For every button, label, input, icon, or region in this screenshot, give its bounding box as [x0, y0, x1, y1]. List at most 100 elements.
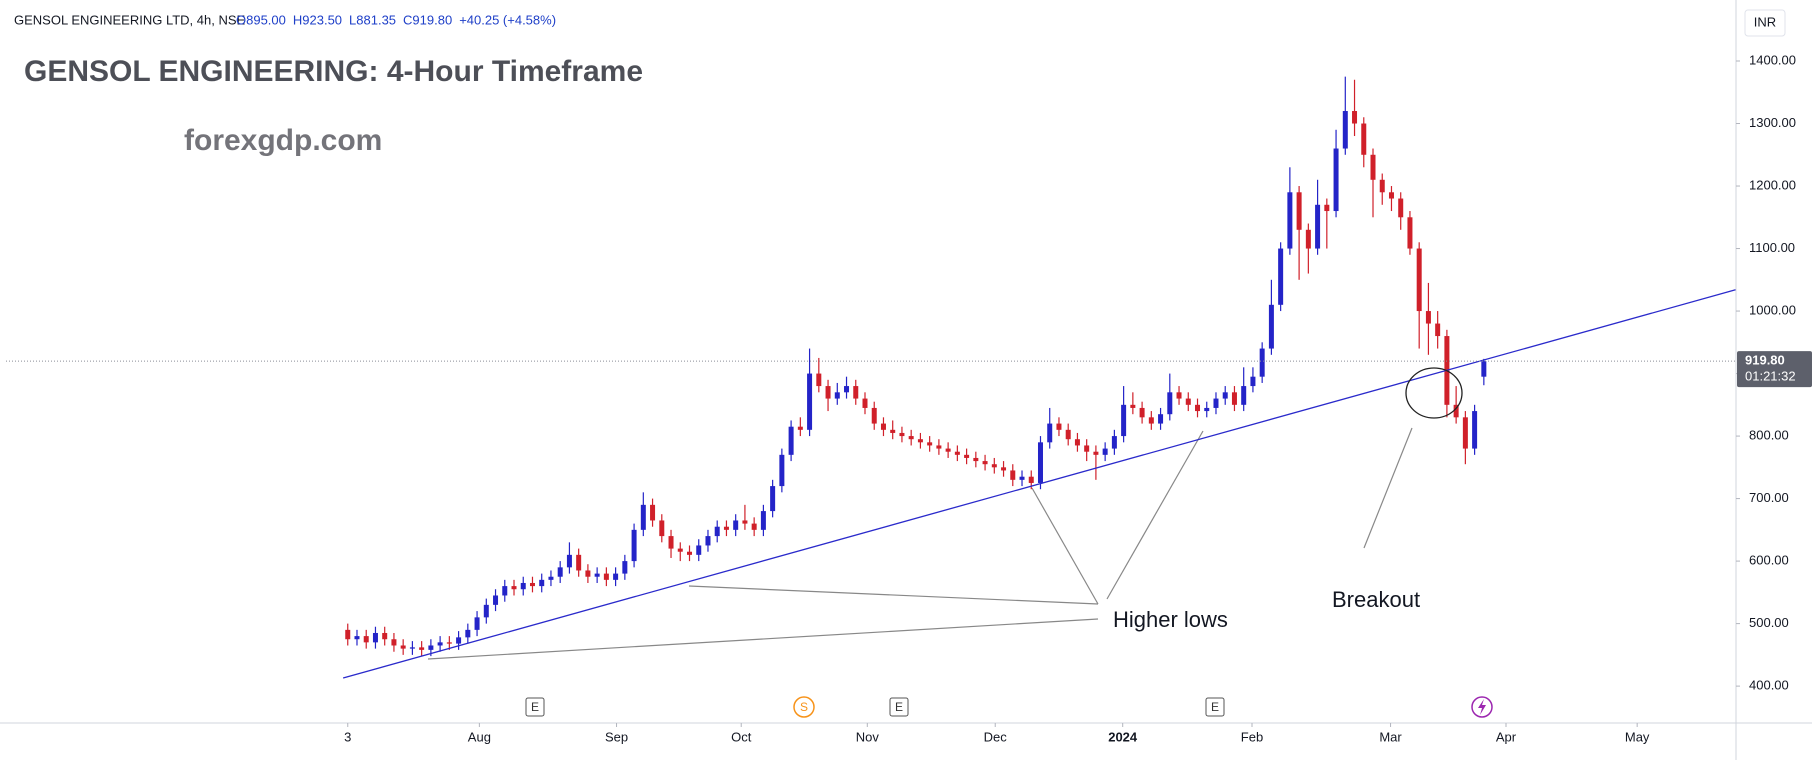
candle-body — [687, 551, 693, 555]
candle-body — [742, 520, 748, 524]
candle-body — [613, 573, 619, 580]
candle-body — [1379, 179, 1385, 193]
pointer-line — [688, 585, 1099, 605]
candle-body — [1056, 423, 1062, 430]
y-tick-label: 600.00 — [1749, 553, 1789, 568]
event-icon[interactable] — [889, 697, 909, 717]
breakout-circle — [1405, 367, 1463, 419]
candle-body — [622, 561, 628, 574]
candle-body — [1121, 404, 1127, 437]
candle-body — [1435, 323, 1441, 337]
annotation: Breakout — [1332, 587, 1420, 612]
candle-body — [1278, 248, 1284, 305]
candle-body — [1259, 348, 1265, 377]
candle-body — [456, 637, 462, 644]
candle-body — [529, 582, 535, 587]
candle-body — [1084, 445, 1090, 452]
candle-body — [1047, 423, 1053, 443]
x-tick-label: Nov — [856, 729, 880, 744]
event-label[interactable]: E — [1211, 700, 1219, 714]
pointer-line — [1031, 487, 1099, 605]
candle-body — [594, 573, 600, 577]
candle-body — [1425, 311, 1431, 324]
candle-body — [1001, 467, 1007, 471]
candle-body — [1287, 192, 1293, 249]
candle-body — [1222, 392, 1228, 399]
candle-body — [779, 454, 785, 487]
ohlc-legend: O895.00 H923.50 L881.35 C919.80 +40.25 (+4.5… — [236, 12, 556, 27]
candle-body — [788, 426, 794, 455]
candle-body — [502, 586, 508, 596]
chart-subtitle: forexgdp.com — [184, 124, 382, 157]
candle-body — [1167, 392, 1173, 415]
event-label[interactable]: S — [800, 700, 808, 714]
candle-body — [1195, 404, 1201, 412]
currency-label[interactable]: INR — [1754, 14, 1776, 29]
event-label[interactable]: E — [531, 700, 539, 714]
currency-box[interactable] — [1744, 9, 1786, 37]
candle-body — [797, 426, 803, 430]
candle-body — [474, 617, 480, 630]
candle-body — [1370, 154, 1376, 180]
candle-body — [723, 526, 729, 530]
lightning-event[interactable] — [1471, 696, 1493, 718]
last-price-tag — [1737, 351, 1812, 388]
x-tick-label: 2024 — [1108, 729, 1138, 744]
candle-body — [354, 636, 360, 640]
candle-body — [428, 645, 434, 650]
candle-body — [705, 536, 711, 546]
candle-body — [1333, 148, 1339, 212]
candle-body — [1019, 476, 1025, 480]
x-tick-label: Sep — [605, 729, 628, 744]
candle-body — [677, 548, 683, 552]
candle-body — [696, 545, 702, 555]
candle-body — [964, 454, 970, 458]
candle-body — [372, 632, 378, 643]
x-tick-label: Oct — [731, 729, 752, 744]
candle-body — [973, 457, 979, 462]
candle-body — [1111, 436, 1117, 449]
candle-body — [825, 386, 831, 399]
x-tick-label: Aug — [468, 729, 491, 744]
candle-body — [539, 579, 545, 587]
event-icon[interactable] — [1205, 697, 1225, 717]
candle-body — [1398, 198, 1404, 218]
candle-body — [483, 604, 489, 618]
candle-body — [548, 576, 554, 580]
candle-body — [1296, 192, 1302, 230]
candle-body — [345, 629, 351, 640]
candle-body — [566, 554, 572, 568]
candle-body — [446, 642, 452, 644]
candle-body — [382, 632, 388, 640]
x-tick-label: Dec — [984, 729, 1008, 744]
y-tick-label: 700.00 — [1749, 490, 1789, 505]
candle-body — [419, 647, 425, 650]
event-icon[interactable] — [793, 696, 815, 718]
candle-body — [1361, 123, 1367, 155]
x-tick-label: Feb — [1241, 729, 1263, 744]
candle-body — [807, 373, 813, 430]
ohlc-value: L881.35 — [349, 12, 396, 27]
candle-body — [520, 582, 526, 590]
event-icon[interactable] — [525, 697, 545, 717]
event-label[interactable]: E — [895, 700, 903, 714]
pointer-line — [1363, 427, 1413, 549]
candle-body — [834, 392, 840, 399]
candle-body — [400, 645, 406, 649]
candle-body — [1176, 392, 1182, 399]
candle-body — [1010, 470, 1016, 480]
candle-body — [1213, 398, 1219, 408]
candle-body — [650, 504, 656, 521]
candle-body — [1158, 414, 1164, 424]
candle-body — [1472, 411, 1478, 449]
pointer-line — [427, 618, 1099, 660]
candle-body — [1342, 111, 1348, 149]
candle-body — [816, 373, 822, 387]
candle-body — [1250, 376, 1256, 387]
annotation-pointers — [427, 427, 1413, 660]
candle-body — [1130, 404, 1136, 408]
